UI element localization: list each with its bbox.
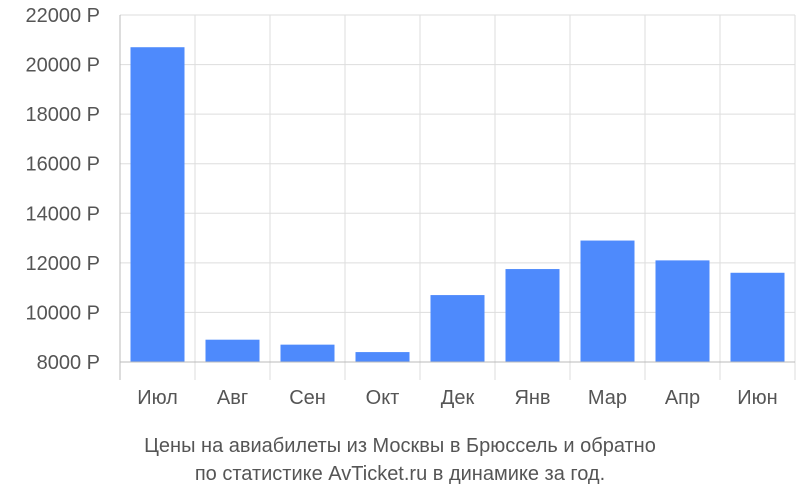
bar bbox=[505, 269, 560, 362]
bar bbox=[730, 272, 785, 362]
bar bbox=[655, 260, 710, 362]
y-tick-label: 10000 Р bbox=[25, 302, 100, 324]
y-tick-label: 16000 Р bbox=[25, 154, 100, 176]
x-tick-label: Авг bbox=[217, 387, 248, 409]
y-tick-label: 12000 Р bbox=[25, 253, 100, 275]
x-tick-label: Июн bbox=[737, 387, 777, 409]
x-axis: Июл Авг Сен Окт Дек Янв Мар Апр Июн bbox=[120, 361, 795, 409]
y-tick-label: 14000 Р bbox=[25, 203, 100, 225]
bar bbox=[430, 295, 485, 362]
x-tick-label: Июл bbox=[137, 387, 178, 409]
bars bbox=[130, 47, 785, 362]
y-tick-label: 22000 Р bbox=[25, 5, 100, 27]
chart-caption-line-1: Цены на авиабилеты из Москвы в Брюссель … bbox=[144, 435, 656, 457]
y-tick-label: 20000 Р bbox=[25, 55, 100, 77]
x-tick-label: Апр bbox=[665, 387, 700, 409]
x-tick-label: Окт bbox=[366, 387, 400, 409]
y-axis: 8000 Р 10000 Р 12000 Р 14000 Р 16000 Р 18000 … bbox=[25, 5, 100, 374]
bar bbox=[580, 240, 635, 362]
x-tick-label: Янв bbox=[514, 387, 550, 409]
bar bbox=[205, 339, 260, 362]
y-tick-label: 18000 Р bbox=[25, 104, 100, 126]
bar bbox=[355, 352, 410, 362]
x-tick-label: Сен bbox=[289, 387, 326, 409]
y-tick-label: 8000 Р bbox=[37, 352, 100, 374]
bar bbox=[280, 344, 335, 362]
chart-caption-line-2: по статистике AvTicket.ru в динамике за … bbox=[194, 463, 606, 485]
x-tick-label: Мар bbox=[588, 387, 627, 409]
x-tick-label: Дек bbox=[441, 387, 475, 409]
grid-lines bbox=[119, 14, 796, 380]
bar bbox=[130, 47, 185, 362]
